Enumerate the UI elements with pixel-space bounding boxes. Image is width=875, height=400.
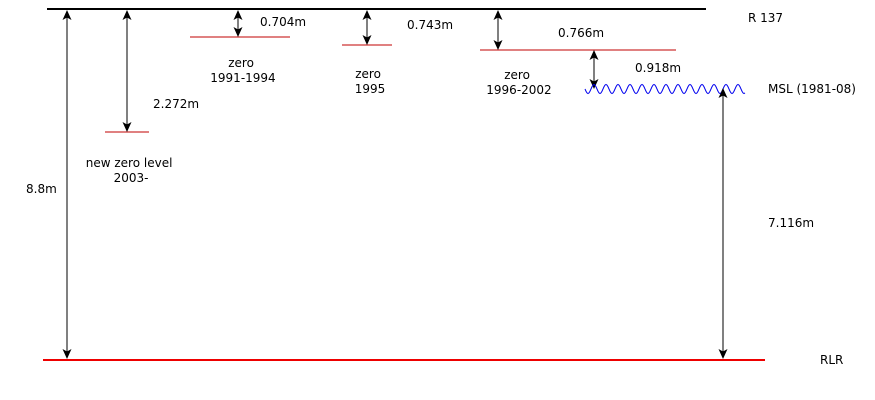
zero-level-1991-offset: 0.704m xyxy=(260,15,306,29)
benchmark-label: R 137 xyxy=(748,11,783,25)
zero-level-2003-offset: 2.272m xyxy=(153,97,199,111)
msl-wave xyxy=(584,83,746,95)
zero-level-1996-label-line2: 1996-2002 xyxy=(486,83,551,97)
msl-label: MSL (1981-08) xyxy=(768,82,856,96)
zero-level-2003-label-line1: new zero level xyxy=(86,156,173,170)
zero-level-1995-label-line2: 1995 xyxy=(355,82,386,96)
msl-to-rlr-value: 7.116m xyxy=(768,216,814,230)
rlr-label: RLR xyxy=(820,353,843,367)
zero-level-2003-label: new zero level 2003- xyxy=(86,156,177,185)
benchmark-to-rlr-value: 8.8m xyxy=(26,182,57,196)
zero-to-msl-value: 0.918m xyxy=(635,61,681,75)
zero-level-1995-label: zero 1995 xyxy=(355,67,386,96)
zero-level-1995-label-line1: zero xyxy=(355,67,381,81)
zero-level-1991-label: zero 1991-1994 xyxy=(210,56,275,85)
zero-level-1991-label-line1: zero xyxy=(228,56,254,70)
zero-level-1996-offset: 0.766m xyxy=(558,26,604,40)
zero-level-1996-label: zero 1996-2002 xyxy=(486,68,551,97)
zero-level-1991-label-line2: 1991-1994 xyxy=(210,71,275,85)
zero-level-2003-label-line2: 2003- xyxy=(114,171,149,185)
zero-level-1995-offset: 0.743m xyxy=(407,18,453,32)
zero-level-1996-label-line1: zero xyxy=(504,68,530,82)
